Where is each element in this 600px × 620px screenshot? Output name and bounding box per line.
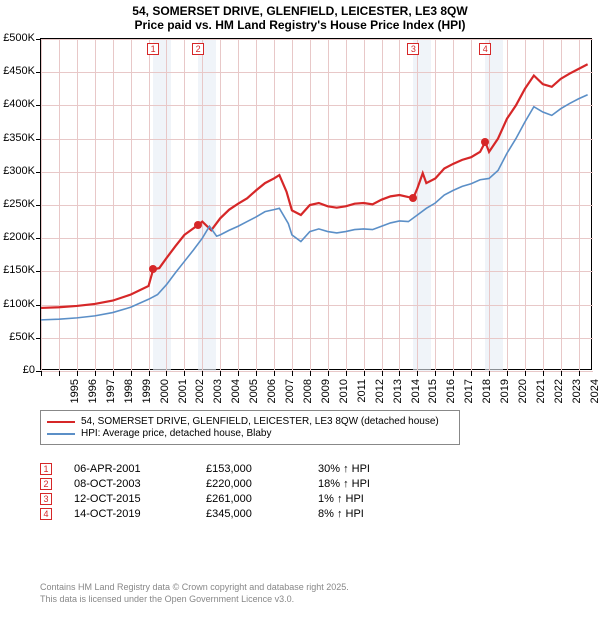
gridline-h bbox=[41, 371, 593, 372]
legend-label: HPI: Average price, detached house, Blab… bbox=[81, 428, 272, 439]
xtick-label: 2001 bbox=[177, 379, 189, 409]
ytick-label: £250K bbox=[1, 198, 35, 210]
sale-price: £261,000 bbox=[206, 493, 296, 505]
legend-row: HPI: Average price, detached house, Blab… bbox=[47, 428, 453, 439]
xtick-label: 1996 bbox=[87, 379, 99, 409]
sale-pct: 30% ↑ HPI bbox=[318, 463, 370, 475]
xtick-label: 2013 bbox=[392, 379, 404, 409]
sale-price: £345,000 bbox=[206, 508, 296, 520]
sale-num: 2 bbox=[40, 478, 52, 490]
xtick-label: 2008 bbox=[302, 379, 314, 409]
sale-marker-1: 1 bbox=[147, 43, 159, 55]
title-line2: Price paid vs. HM Land Registry's House … bbox=[0, 18, 600, 32]
xtick-label: 2006 bbox=[266, 379, 278, 409]
ytick-label: £100K bbox=[1, 298, 35, 310]
sale-row: 4 14-OCT-2019 £345,000 8% ↑ HPI bbox=[40, 508, 370, 520]
xtick-label: 2021 bbox=[535, 379, 547, 409]
ytick-label: £0 bbox=[1, 364, 35, 376]
xtick-label: 2020 bbox=[517, 379, 529, 409]
sale-num: 3 bbox=[40, 493, 52, 505]
legend-label: 54, SOMERSET DRIVE, GLENFIELD, LEICESTER… bbox=[81, 416, 439, 427]
sale-pct: 1% ↑ HPI bbox=[318, 493, 364, 505]
sale-num: 1 bbox=[40, 463, 52, 475]
ytick-label: £350K bbox=[1, 132, 35, 144]
xtick-label: 2003 bbox=[212, 379, 224, 409]
xtick-label: 2023 bbox=[571, 379, 583, 409]
ytick-label: £200K bbox=[1, 231, 35, 243]
xtick-label: 2012 bbox=[374, 379, 386, 409]
xtick-label: 2014 bbox=[410, 379, 422, 409]
title-line1: 54, SOMERSET DRIVE, GLENFIELD, LEICESTER… bbox=[0, 4, 600, 18]
sale-date: 14-OCT-2019 bbox=[74, 508, 184, 520]
plot-svg bbox=[41, 39, 593, 371]
sale-marker-2: 2 bbox=[192, 43, 204, 55]
sale-pct: 8% ↑ HPI bbox=[318, 508, 364, 520]
sale-price: £220,000 bbox=[206, 478, 296, 490]
ytick-label: £500K bbox=[1, 32, 35, 44]
xtick-label: 2004 bbox=[230, 379, 242, 409]
xtick-label: 2007 bbox=[284, 379, 296, 409]
xtick-label: 2009 bbox=[320, 379, 332, 409]
ytick-label: £450K bbox=[1, 65, 35, 77]
ytick-label: £50K bbox=[1, 331, 35, 343]
xtick-label: 2024 bbox=[589, 379, 600, 409]
sale-num: 4 bbox=[40, 508, 52, 520]
legend-swatch bbox=[47, 421, 75, 423]
footnote-line1: Contains HM Land Registry data © Crown c… bbox=[40, 582, 349, 594]
legend-row: 54, SOMERSET DRIVE, GLENFIELD, LEICESTER… bbox=[47, 416, 453, 427]
xtick-label: 2018 bbox=[481, 379, 493, 409]
chart-title: 54, SOMERSET DRIVE, GLENFIELD, LEICESTER… bbox=[0, 0, 600, 34]
sale-marker-4: 4 bbox=[479, 43, 491, 55]
sale-date: 06-APR-2001 bbox=[74, 463, 184, 475]
series-property bbox=[41, 64, 588, 308]
xtick-label: 2002 bbox=[194, 379, 206, 409]
ytick-label: £150K bbox=[1, 264, 35, 276]
xtick-label: 2015 bbox=[427, 379, 439, 409]
xtick-label: 1998 bbox=[123, 379, 135, 409]
sale-price: £153,000 bbox=[206, 463, 296, 475]
sale-row: 3 12-OCT-2015 £261,000 1% ↑ HPI bbox=[40, 493, 370, 505]
xtick-label: 2017 bbox=[463, 379, 475, 409]
xtick-label: 2011 bbox=[356, 379, 368, 409]
xtick-label: 1997 bbox=[105, 379, 117, 409]
legend: 54, SOMERSET DRIVE, GLENFIELD, LEICESTER… bbox=[40, 410, 460, 445]
footnote: Contains HM Land Registry data © Crown c… bbox=[40, 582, 349, 605]
sales-table: 1 06-APR-2001 £153,000 30% ↑ HPI 2 08-OCT-200… bbox=[40, 460, 370, 523]
price-chart: £0£50K£100K£150K£200K£250K£300K£350K£400… bbox=[40, 38, 592, 370]
ytick-label: £400K bbox=[1, 98, 35, 110]
sale-date: 08-OCT-2003 bbox=[74, 478, 184, 490]
xtick-label: 2019 bbox=[499, 379, 511, 409]
series-hpi bbox=[41, 95, 588, 320]
xtick-label: 2005 bbox=[248, 379, 260, 409]
sale-date: 12-OCT-2015 bbox=[74, 493, 184, 505]
xtick-label: 2000 bbox=[159, 379, 171, 409]
sale-row: 1 06-APR-2001 £153,000 30% ↑ HPI bbox=[40, 463, 370, 475]
legend-swatch bbox=[47, 433, 75, 435]
sale-row: 2 08-OCT-2003 £220,000 18% ↑ HPI bbox=[40, 478, 370, 490]
ytick-label: £300K bbox=[1, 165, 35, 177]
xtick-label: 1995 bbox=[69, 379, 81, 409]
xtick-label: 1999 bbox=[141, 379, 153, 409]
footnote-line2: This data is licensed under the Open Gov… bbox=[40, 594, 349, 606]
xtick-label: 2016 bbox=[445, 379, 457, 409]
xtick-label: 2022 bbox=[553, 379, 565, 409]
xtick-label: 2010 bbox=[338, 379, 350, 409]
sale-marker-3: 3 bbox=[407, 43, 419, 55]
sale-pct: 18% ↑ HPI bbox=[318, 478, 370, 490]
